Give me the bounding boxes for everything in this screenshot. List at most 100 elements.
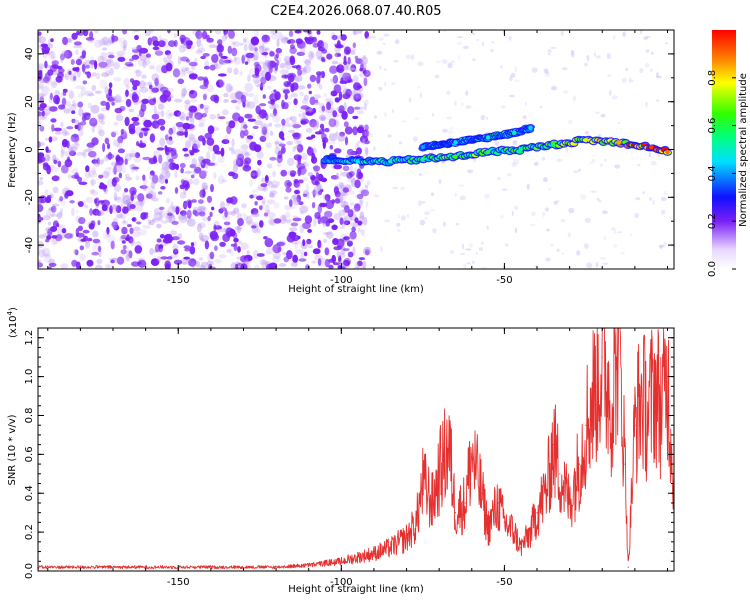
noise-blob [91, 125, 96, 133]
noise-blob [317, 40, 325, 49]
noise-blob [336, 251, 342, 258]
noise-blob [154, 50, 164, 56]
noise-blob [60, 53, 65, 61]
x-tick-label: -50 [496, 577, 512, 588]
noise-blob [167, 257, 173, 261]
noise-blob [353, 82, 361, 91]
noise-blob [265, 142, 272, 149]
ridge-main-node [355, 159, 360, 164]
noise-blob [165, 109, 173, 120]
noise-blob [88, 150, 97, 158]
noise-blob [262, 186, 268, 192]
noise-blob [152, 174, 159, 184]
noise-blob [50, 213, 59, 217]
noise-blob [256, 228, 261, 234]
noise-blob [285, 101, 292, 106]
noise-blob [100, 100, 107, 106]
noise-blob [136, 221, 142, 225]
noise-blob [312, 248, 321, 255]
noise-blob [342, 221, 349, 225]
noise-blob [158, 34, 162, 45]
noise-blob [543, 177, 548, 183]
noise-blob [80, 87, 86, 96]
noise-blob [351, 226, 356, 233]
noise-blob [305, 127, 313, 133]
noise-blob [293, 197, 300, 206]
noise-blob [82, 149, 87, 158]
noise-blob [124, 116, 130, 127]
noise-blob [580, 194, 587, 200]
noise-blob [106, 51, 115, 56]
noise-blob [141, 74, 147, 79]
noise-blob [302, 193, 307, 197]
noise-blob [89, 189, 96, 194]
noise-blob [331, 224, 338, 231]
noise-blob [185, 67, 190, 72]
noise-blob [77, 225, 83, 232]
noise-blob [645, 62, 650, 68]
noise-blob [584, 217, 591, 223]
noise-blob [66, 68, 73, 76]
snr-point [340, 560, 342, 562]
noise-blob [64, 151, 70, 157]
noise-blob [304, 215, 313, 224]
noise-blob [659, 244, 666, 248]
colorbar-tick-label: 0.2 [707, 213, 718, 229]
noise-blob [48, 43, 54, 49]
noise-blob [323, 92, 328, 98]
noise-blob [325, 111, 334, 121]
noise-blob [301, 111, 307, 118]
noise-blob [232, 164, 238, 173]
noise-blob [107, 235, 116, 244]
noise-blob [337, 245, 343, 250]
noise-blob [167, 256, 173, 260]
noise-blob [352, 115, 359, 120]
noise-blob [397, 229, 401, 232]
noise-blob [432, 228, 437, 234]
noise-blob [216, 44, 225, 53]
noise-blob [211, 206, 215, 211]
noise-blob [258, 45, 265, 50]
noise-blob [285, 61, 292, 70]
snr-point [546, 488, 548, 490]
noise-blob [243, 124, 248, 129]
noise-blob [289, 116, 293, 120]
noise-blob [224, 135, 229, 144]
noise-blob [91, 251, 99, 256]
noise-blob [563, 90, 569, 94]
noise-blob [133, 155, 142, 163]
noise-blob [251, 212, 260, 218]
noise-blob [269, 51, 275, 57]
noise-blob [584, 62, 588, 67]
noise-blob [164, 260, 171, 269]
snr-point [624, 463, 626, 465]
noise-blob [363, 77, 368, 87]
noise-blob [333, 213, 341, 220]
noise-blob [195, 30, 203, 40]
noise-blob [288, 199, 293, 208]
noise-blob [73, 41, 82, 46]
noise-blob [237, 218, 244, 226]
noise-blob [111, 131, 116, 138]
noise-blob [247, 118, 256, 122]
noise-blob [472, 260, 475, 264]
noise-blob [302, 239, 306, 247]
noise-blob [331, 60, 339, 65]
noise-blob [202, 105, 210, 110]
noise-blob [71, 110, 76, 114]
noise-blob [151, 197, 159, 202]
noise-blob [214, 30, 222, 35]
noise-blob [274, 141, 283, 145]
noise-blob [51, 60, 59, 66]
noise-blob [142, 156, 151, 161]
noise-blob [217, 175, 225, 185]
noise-blob [203, 65, 210, 70]
noise-blob [256, 84, 266, 88]
noise-blob [261, 52, 269, 56]
noise-blob [82, 229, 90, 234]
noise-blob [499, 215, 505, 219]
noise-blob [312, 125, 317, 131]
snr-point [275, 566, 277, 568]
noise-blob [648, 197, 653, 201]
snr-y-label: SNR (10 * v/v) [7, 414, 18, 485]
